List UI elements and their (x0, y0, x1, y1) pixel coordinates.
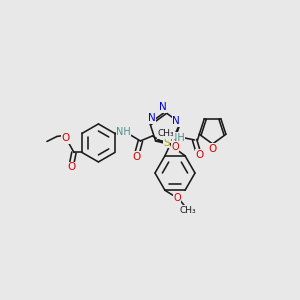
Text: CH₃: CH₃ (158, 129, 174, 138)
Text: O: O (132, 152, 140, 162)
Text: O: O (68, 162, 76, 172)
Text: O: O (196, 150, 204, 160)
Text: N: N (172, 116, 180, 126)
Text: CH₃: CH₃ (180, 206, 196, 215)
Text: O: O (208, 144, 217, 154)
Text: O: O (171, 142, 179, 152)
Text: O: O (62, 134, 70, 143)
Text: O: O (173, 193, 181, 203)
Text: N: N (159, 102, 167, 112)
Text: NH: NH (116, 127, 131, 137)
Text: NH: NH (170, 133, 185, 143)
Text: S: S (163, 138, 170, 148)
Text: N: N (148, 113, 156, 123)
